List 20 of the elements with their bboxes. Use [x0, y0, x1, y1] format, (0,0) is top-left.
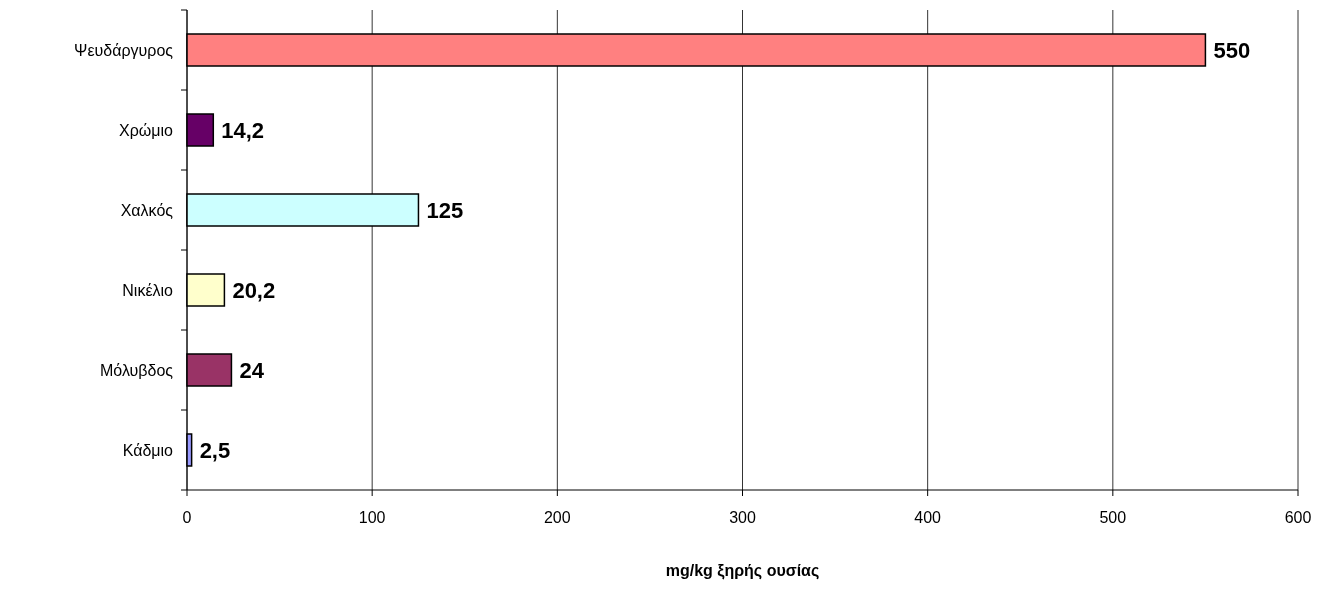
x-tick-label: 0: [182, 509, 192, 526]
x-tick-label: 100: [358, 509, 386, 526]
y-tick-label: Χρώμιο: [119, 121, 174, 139]
y-tick-label: Ψευδάργυρος: [74, 41, 174, 59]
data-label: 2,5: [199, 437, 231, 463]
x-tick-label: 300: [729, 509, 756, 526]
data-label: 20,2: [232, 277, 276, 303]
data-label: 125: [426, 197, 464, 223]
y-tick-label: Νικέλιο: [122, 281, 174, 299]
y-tick-label: Χαλκός: [120, 201, 174, 219]
x-axis-title: mg/kg ξηρής ουσίας: [665, 562, 820, 580]
data-label: 550: [1213, 37, 1251, 63]
data-label: 24: [239, 357, 265, 383]
y-tick-label: Μόλυβδος: [99, 361, 174, 379]
x-tick-label: 500: [1099, 509, 1127, 526]
x-tick-label: 600: [1284, 509, 1312, 526]
x-tick-label: 400: [914, 509, 942, 526]
y-tick-label: Κάδμιο: [122, 441, 174, 459]
data-label: 14,2: [221, 117, 265, 143]
x-tick-label: 200: [543, 509, 571, 526]
